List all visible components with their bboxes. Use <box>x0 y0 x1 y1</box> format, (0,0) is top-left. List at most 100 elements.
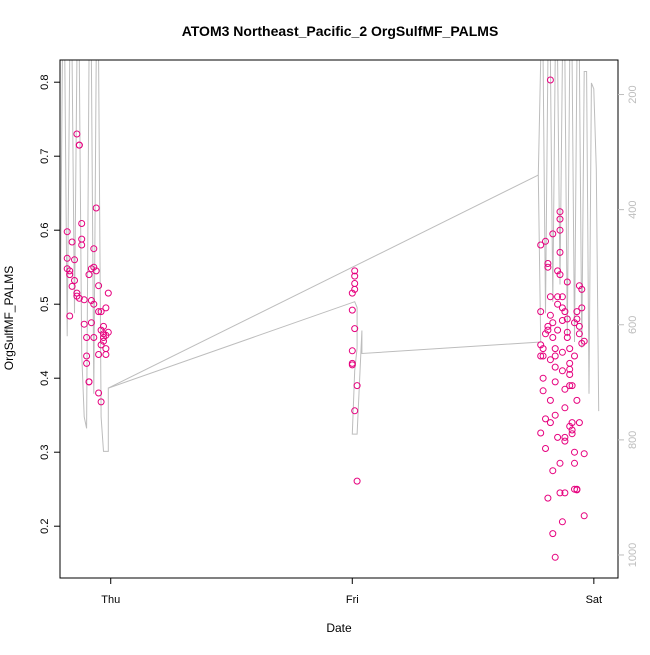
data-point <box>551 352 559 360</box>
data-point <box>71 256 78 264</box>
data-point <box>549 319 557 327</box>
data-point <box>561 437 569 445</box>
data-point <box>348 361 356 369</box>
pressure-line-layer <box>60 60 600 452</box>
data-point <box>80 320 88 328</box>
data-point <box>542 237 549 245</box>
data-point <box>90 263 98 271</box>
data-point <box>104 289 112 297</box>
data-point <box>556 248 564 256</box>
data-point <box>561 308 569 316</box>
data-point <box>580 450 588 458</box>
data-point <box>66 312 74 320</box>
data-point <box>561 385 569 393</box>
data-point <box>100 337 107 345</box>
right-tick-label: 800 <box>627 431 639 449</box>
data-point <box>80 296 88 304</box>
data-point <box>537 241 545 249</box>
data-point <box>95 282 103 290</box>
data-point <box>87 319 95 327</box>
x-tick-label: Thu <box>101 594 120 606</box>
data-point <box>539 374 547 382</box>
data-point <box>73 130 81 138</box>
x-tick-label: Fri <box>346 594 359 606</box>
data-point <box>561 489 569 497</box>
data-point <box>563 334 571 341</box>
data-point <box>66 271 74 279</box>
data-point <box>83 334 91 341</box>
data-point <box>575 330 583 338</box>
data-point <box>63 228 71 236</box>
data-point <box>351 407 359 415</box>
data-point <box>568 426 576 434</box>
data-point <box>85 378 93 386</box>
data-point <box>573 486 581 494</box>
data-point <box>544 494 552 502</box>
data-point <box>566 359 574 367</box>
data-point <box>539 352 547 360</box>
data-point <box>546 356 554 364</box>
data-point <box>573 315 581 323</box>
data-point <box>537 352 545 360</box>
data-point <box>575 282 583 290</box>
data-point <box>87 297 95 304</box>
data-point <box>95 351 103 358</box>
data-point <box>351 325 359 333</box>
data-point <box>556 271 564 279</box>
data-point <box>83 359 91 367</box>
data-point <box>78 220 86 227</box>
data-point <box>348 347 356 355</box>
data-point <box>537 341 545 349</box>
data-point <box>554 267 562 275</box>
data-point <box>95 308 103 316</box>
data-point <box>90 245 98 253</box>
right-tick-label: 400 <box>627 200 639 218</box>
data-point <box>68 238 76 246</box>
data-point <box>556 226 564 234</box>
y-tick-label: 0.4 <box>39 371 51 386</box>
data-point <box>556 215 564 223</box>
data-point <box>542 415 549 423</box>
data-point <box>544 326 552 334</box>
data-point <box>556 208 564 216</box>
data-point <box>556 489 564 497</box>
data-point <box>554 326 562 334</box>
y-tick-label: 0.8 <box>39 75 51 90</box>
y-axis-label: OrgSulfMF_PALMS <box>2 266 16 370</box>
data-point <box>71 277 78 284</box>
data-point <box>97 308 105 316</box>
data-point <box>578 339 586 347</box>
data-point <box>353 382 361 390</box>
data-point <box>558 518 566 526</box>
data-point <box>544 260 552 267</box>
data-point <box>573 308 581 316</box>
data-point <box>563 315 571 323</box>
data-point <box>68 282 76 290</box>
data-point <box>78 235 86 243</box>
data-point <box>580 512 588 520</box>
data-point <box>566 382 574 390</box>
data-point <box>100 334 107 341</box>
data-point <box>549 467 557 475</box>
data-point <box>348 306 356 314</box>
data-point <box>575 322 583 330</box>
data-point <box>549 230 557 238</box>
right-tick-label: 600 <box>627 316 639 334</box>
data-point <box>542 445 549 452</box>
data-point <box>549 334 557 341</box>
data-point <box>102 351 110 358</box>
pressure-transit-line <box>108 174 539 389</box>
y-tick-label: 0.2 <box>39 519 51 534</box>
data-point <box>546 419 554 427</box>
data-points-layer <box>63 76 588 561</box>
data-point <box>561 433 569 441</box>
data-point <box>351 267 359 275</box>
data-point <box>551 378 559 386</box>
data-point <box>554 300 562 308</box>
data-point <box>542 330 549 338</box>
y-tick-label: 0.6 <box>39 223 51 238</box>
axes-layer: 0.2 0.3 0.4 0.5 0.6 0.7 0.8 200 400 600 800 1000 Thu… <box>39 59 639 606</box>
